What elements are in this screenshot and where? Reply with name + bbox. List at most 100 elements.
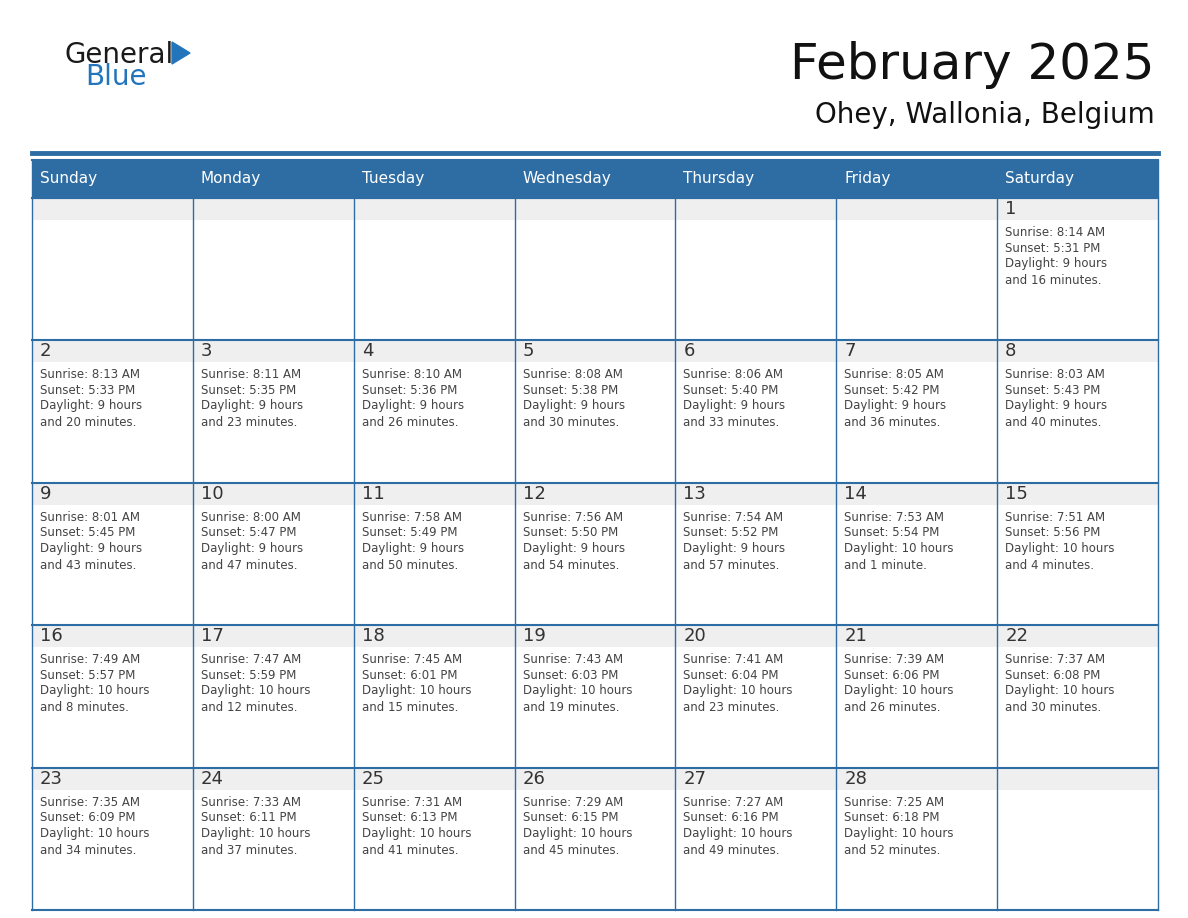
Bar: [676, 647, 836, 767]
Text: Sunrise: 8:01 AM: Sunrise: 8:01 AM: [40, 510, 140, 524]
Text: Sunrise: 7:53 AM: Sunrise: 7:53 AM: [845, 510, 944, 524]
Text: Sunrise: 7:51 AM: Sunrise: 7:51 AM: [1005, 510, 1105, 524]
Bar: [354, 625, 514, 647]
Bar: [192, 767, 354, 789]
Text: Sunrise: 7:39 AM: Sunrise: 7:39 AM: [845, 654, 944, 666]
Text: Daylight: 10 hours
and 19 minutes.: Daylight: 10 hours and 19 minutes.: [523, 684, 632, 714]
Bar: [354, 341, 514, 363]
Text: Thursday: Thursday: [683, 172, 754, 186]
Polygon shape: [172, 42, 190, 64]
Text: Daylight: 10 hours
and 23 minutes.: Daylight: 10 hours and 23 minutes.: [683, 684, 792, 714]
Text: Daylight: 10 hours
and 4 minutes.: Daylight: 10 hours and 4 minutes.: [1005, 542, 1114, 572]
Text: Sunrise: 8:08 AM: Sunrise: 8:08 AM: [523, 368, 623, 381]
Text: Sunrise: 7:43 AM: Sunrise: 7:43 AM: [523, 654, 623, 666]
Text: 16: 16: [40, 627, 63, 645]
Bar: [997, 647, 1158, 767]
Bar: [32, 220, 192, 341]
Bar: [192, 341, 354, 363]
Text: 4: 4: [361, 342, 373, 361]
Text: Sunset: 5:54 PM: Sunset: 5:54 PM: [845, 526, 940, 539]
Text: 13: 13: [683, 485, 707, 503]
Text: Sunset: 6:01 PM: Sunset: 6:01 PM: [361, 668, 457, 682]
Bar: [514, 341, 676, 363]
Bar: [836, 483, 997, 505]
Bar: [32, 160, 192, 198]
Text: Sunset: 5:56 PM: Sunset: 5:56 PM: [1005, 526, 1100, 539]
Text: Sunrise: 7:49 AM: Sunrise: 7:49 AM: [40, 654, 140, 666]
Text: Sunset: 5:57 PM: Sunset: 5:57 PM: [40, 668, 135, 682]
Text: 15: 15: [1005, 485, 1028, 503]
Text: Sunrise: 8:11 AM: Sunrise: 8:11 AM: [201, 368, 301, 381]
Text: Daylight: 10 hours
and 1 minute.: Daylight: 10 hours and 1 minute.: [845, 542, 954, 572]
Text: Sunset: 5:40 PM: Sunset: 5:40 PM: [683, 384, 779, 397]
Bar: [836, 198, 997, 220]
Text: Daylight: 10 hours
and 41 minutes.: Daylight: 10 hours and 41 minutes.: [361, 826, 472, 856]
Text: 3: 3: [201, 342, 213, 361]
Text: 5: 5: [523, 342, 535, 361]
Text: Sunrise: 7:54 AM: Sunrise: 7:54 AM: [683, 510, 784, 524]
Bar: [836, 505, 997, 625]
Text: Daylight: 9 hours
and 26 minutes.: Daylight: 9 hours and 26 minutes.: [361, 399, 463, 430]
Text: Sunrise: 7:29 AM: Sunrise: 7:29 AM: [523, 796, 623, 809]
Bar: [676, 220, 836, 341]
Bar: [354, 198, 514, 220]
Bar: [192, 483, 354, 505]
Bar: [676, 789, 836, 910]
Text: 12: 12: [523, 485, 545, 503]
Bar: [836, 767, 997, 789]
Bar: [192, 198, 354, 220]
Text: Sunrise: 7:25 AM: Sunrise: 7:25 AM: [845, 796, 944, 809]
Text: 27: 27: [683, 769, 707, 788]
Bar: [32, 483, 192, 505]
Text: Sunset: 5:42 PM: Sunset: 5:42 PM: [845, 384, 940, 397]
Bar: [836, 625, 997, 647]
Text: Sunday: Sunday: [40, 172, 97, 186]
Text: 26: 26: [523, 769, 545, 788]
Bar: [836, 789, 997, 910]
Text: February 2025: February 2025: [790, 41, 1155, 89]
Bar: [836, 341, 997, 363]
Bar: [997, 198, 1158, 220]
Text: Ohey, Wallonia, Belgium: Ohey, Wallonia, Belgium: [815, 101, 1155, 129]
Text: Sunset: 6:15 PM: Sunset: 6:15 PM: [523, 812, 618, 824]
Text: Daylight: 10 hours
and 26 minutes.: Daylight: 10 hours and 26 minutes.: [845, 684, 954, 714]
Text: Sunset: 6:13 PM: Sunset: 6:13 PM: [361, 812, 457, 824]
Bar: [997, 341, 1158, 363]
Text: Saturday: Saturday: [1005, 172, 1074, 186]
Bar: [676, 363, 836, 483]
Bar: [514, 647, 676, 767]
Text: 10: 10: [201, 485, 223, 503]
Text: Sunset: 6:18 PM: Sunset: 6:18 PM: [845, 812, 940, 824]
Bar: [836, 160, 997, 198]
Text: Daylight: 9 hours
and 50 minutes.: Daylight: 9 hours and 50 minutes.: [361, 542, 463, 572]
Text: Sunset: 5:35 PM: Sunset: 5:35 PM: [201, 384, 296, 397]
Text: Sunrise: 8:03 AM: Sunrise: 8:03 AM: [1005, 368, 1105, 381]
Bar: [192, 160, 354, 198]
Text: 17: 17: [201, 627, 223, 645]
Text: Sunrise: 7:37 AM: Sunrise: 7:37 AM: [1005, 654, 1105, 666]
Bar: [676, 625, 836, 647]
Bar: [997, 160, 1158, 198]
Text: 6: 6: [683, 342, 695, 361]
Text: Sunset: 5:33 PM: Sunset: 5:33 PM: [40, 384, 135, 397]
Bar: [997, 505, 1158, 625]
Bar: [192, 625, 354, 647]
Bar: [997, 483, 1158, 505]
Text: Daylight: 9 hours
and 47 minutes.: Daylight: 9 hours and 47 minutes.: [201, 542, 303, 572]
Text: Sunrise: 8:06 AM: Sunrise: 8:06 AM: [683, 368, 783, 381]
Text: Sunrise: 7:27 AM: Sunrise: 7:27 AM: [683, 796, 784, 809]
Bar: [676, 483, 836, 505]
Bar: [354, 505, 514, 625]
Bar: [514, 789, 676, 910]
Bar: [192, 647, 354, 767]
Text: Sunset: 5:52 PM: Sunset: 5:52 PM: [683, 526, 779, 539]
Bar: [192, 505, 354, 625]
Text: Daylight: 9 hours
and 33 minutes.: Daylight: 9 hours and 33 minutes.: [683, 399, 785, 430]
Text: Sunrise: 7:35 AM: Sunrise: 7:35 AM: [40, 796, 140, 809]
Bar: [32, 341, 192, 363]
Text: Blue: Blue: [86, 63, 146, 91]
Text: 25: 25: [361, 769, 385, 788]
Text: Sunset: 6:11 PM: Sunset: 6:11 PM: [201, 812, 297, 824]
Bar: [354, 160, 514, 198]
Bar: [676, 341, 836, 363]
